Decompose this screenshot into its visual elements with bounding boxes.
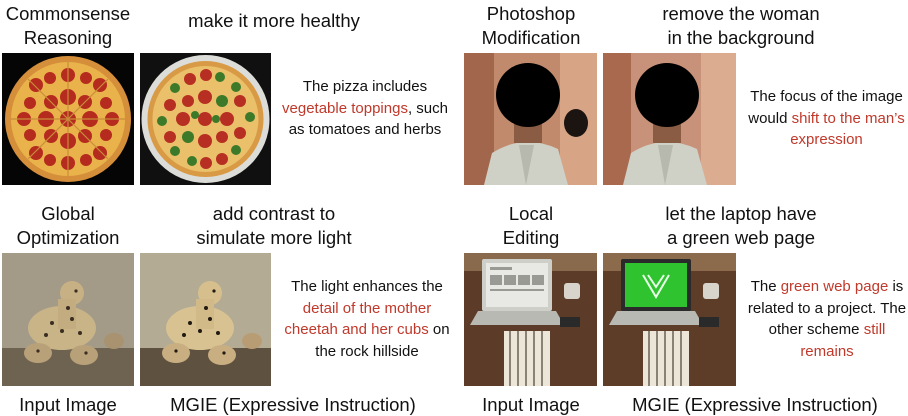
instruction-remove-woman: remove the woman in the background bbox=[662, 3, 820, 48]
footer-output-label-left: MGIE (Expressive Instruction) bbox=[170, 394, 416, 415]
input-image-pizza bbox=[2, 53, 134, 185]
output-image-man-alone bbox=[603, 53, 736, 185]
task-label-commonsense: Commonsense Reasoning bbox=[5, 3, 131, 48]
explanation-pizza: The pizza includes vegetable toppings, s… bbox=[282, 78, 448, 138]
footer-output-label-right: MGIE (Expressive Instruction) bbox=[632, 394, 878, 415]
task-label-local: Local Editing bbox=[502, 203, 560, 248]
output-image-laptop-green bbox=[603, 253, 736, 386]
explanation-man: The focus of the image would shift to th… bbox=[748, 88, 905, 148]
instruction-add-contrast: add contrast to simulate more light bbox=[196, 203, 352, 248]
input-image-man bbox=[464, 53, 597, 185]
explanation-cheetah: The light enhances the detail of the mot… bbox=[284, 278, 450, 360]
instruction-make-healthy: make it more healthy bbox=[188, 10, 360, 31]
footer-input-label-right: Input Image bbox=[482, 394, 580, 415]
input-image-laptop bbox=[464, 253, 597, 386]
task-label-photoshop: Photoshop Modification bbox=[481, 3, 581, 48]
task-label-global: Global Optimization bbox=[16, 203, 120, 248]
output-image-cheetah-contrast bbox=[140, 253, 271, 386]
input-image-cheetah bbox=[2, 253, 134, 386]
output-image-healthy-pizza bbox=[140, 53, 271, 185]
footer-input-label-left: Input Image bbox=[19, 394, 117, 415]
explanation-laptop: The green web page is related to a proje… bbox=[747, 278, 907, 360]
instruction-green-page: let the laptop have a green web page bbox=[665, 203, 817, 248]
